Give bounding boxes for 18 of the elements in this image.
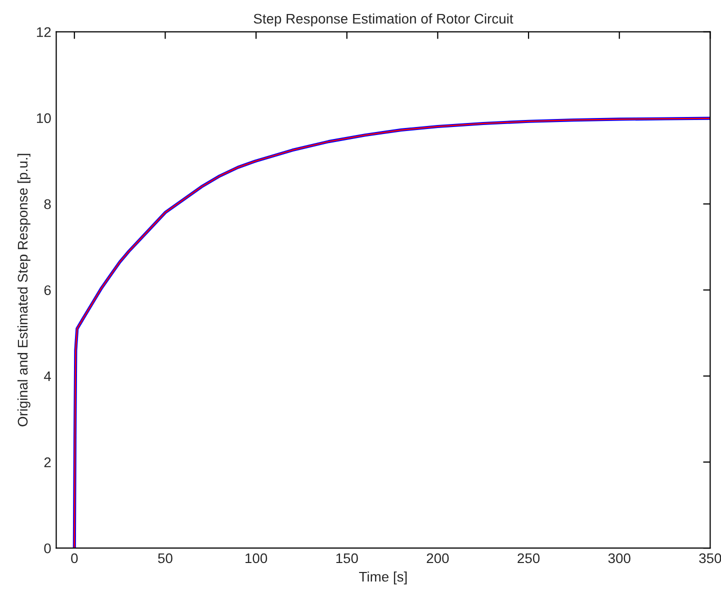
x-tick-label: 350 [699, 553, 721, 564]
x-tick-label: 150 [336, 553, 358, 564]
x-tick-label: 50 [158, 553, 172, 564]
x-tick-label: 200 [426, 553, 449, 564]
y-tick-label: 6 [44, 285, 51, 296]
y-tick-label: 10 [36, 113, 51, 124]
y-tick-label: 2 [44, 457, 51, 468]
x-tick-label: 0 [71, 553, 78, 564]
x-tick-label: 300 [608, 553, 630, 564]
y-tick-label: 12 [36, 27, 51, 37]
y-tick-label: 8 [44, 199, 51, 210]
y-tick-label: 4 [44, 372, 51, 382]
x-axis-title: Time [s] [359, 571, 407, 584]
y-axis-title: Original and Estimated Step Response [p.u.] [17, 154, 30, 426]
y-tick-label: 0 [44, 543, 51, 554]
x-tick-label: 250 [518, 553, 540, 564]
x-tick-label: 100 [246, 553, 268, 564]
chart-title: Step Response Estimation of Rotor Circuit [254, 13, 514, 26]
